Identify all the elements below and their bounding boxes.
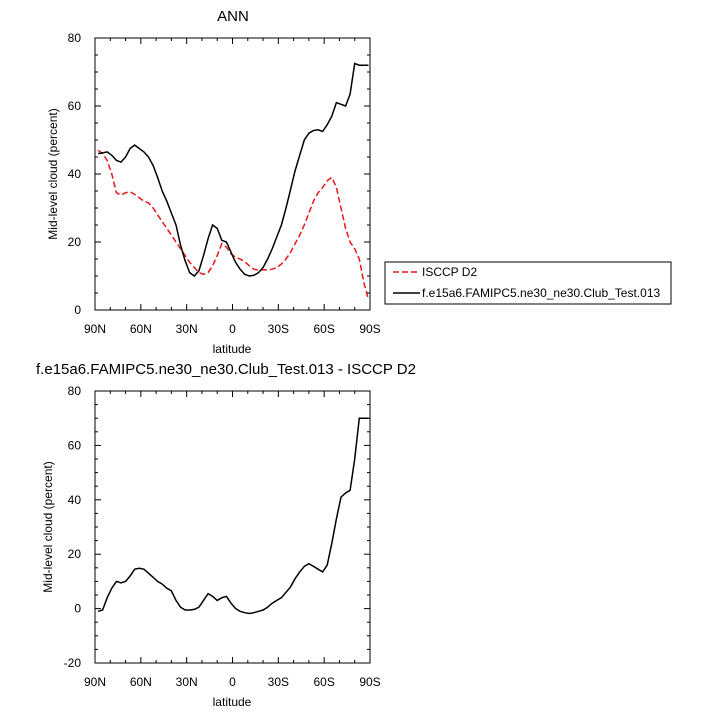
y-tick-label: 60: [68, 438, 82, 452]
x-tick-label: 60S: [313, 675, 334, 689]
top-x-axis-label: latitude: [213, 342, 252, 356]
y-tick-label: 0: [74, 303, 81, 317]
bottom-chart-title: f.e15a6.FAMIPC5.ne30_ne30.Club_Test.013 …: [36, 361, 416, 378]
y-tick-label: 20: [68, 235, 82, 249]
top-y-axis-label: Mid-level cloud (percent): [46, 108, 60, 239]
x-tick-label: 30S: [268, 322, 289, 336]
legend-label-isccp-d2: ISCCP D2: [422, 265, 477, 279]
y-tick-label: 0: [74, 602, 81, 616]
bottom-panel: f.e15a6.FAMIPC5.ne30_ne30.Club_Test.013 …: [36, 361, 416, 709]
x-tick-label: 30S: [268, 675, 289, 689]
x-tick-label: 90S: [359, 322, 380, 336]
series-line-isccp-d2: [97, 149, 370, 300]
y-tick-label: 80: [68, 31, 82, 45]
y-tick-label: 20: [68, 547, 82, 561]
y-tick-label: 40: [68, 493, 82, 507]
bottom-x-axis-label: latitude: [213, 695, 252, 709]
x-tick-label: 60N: [130, 675, 152, 689]
top-panel: ANN 0 20 40 60 80 90N 60N 30N 0 30S 60S 90S latitu…: [46, 8, 381, 356]
x-tick-label: 90S: [359, 675, 380, 689]
legend-box: [384, 261, 672, 305]
x-tick-label: 60S: [313, 322, 334, 336]
bottom-y-axis-label: Mid-level cloud (percent): [41, 461, 55, 592]
x-tick-label: 0: [229, 675, 236, 689]
x-tick-label: 30N: [176, 675, 198, 689]
x-tick-label: 0: [229, 322, 236, 336]
x-tick-label: 90N: [84, 322, 106, 336]
legend-label-model: f.e15a6.FAMIPC5.ne30_ne30.Club_Test.013: [422, 286, 660, 300]
x-tick-label: 60N: [130, 322, 152, 336]
y-tick-label: 80: [68, 384, 82, 398]
y-tick-label: -20: [64, 656, 82, 670]
bottom-plot-frame: [94, 390, 371, 664]
legend: ISCCP D2 f.e15a6.FAMIPC5.ne30_ne30.Club_…: [384, 261, 672, 305]
top-plot-frame: [94, 37, 371, 311]
x-tick-label: 30N: [176, 322, 198, 336]
x-tick-label: 90N: [84, 675, 106, 689]
y-tick-label: 60: [68, 99, 82, 113]
series-line-difference: [97, 417, 369, 615]
y-tick-label: 40: [68, 167, 82, 181]
top-chart-title: ANN: [217, 8, 249, 25]
series-line-f-e15a6-famipc5-ne30-ne30-club-test-013: [97, 62, 369, 278]
